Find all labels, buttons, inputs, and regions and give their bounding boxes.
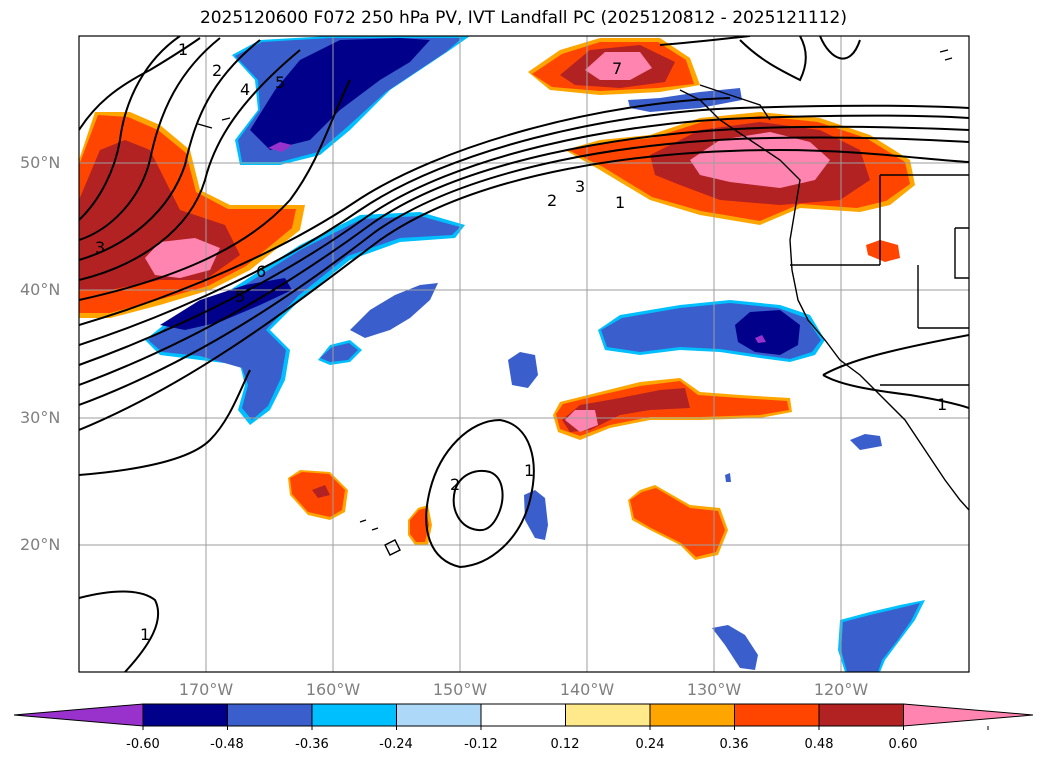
lat-tick-label: 30°N xyxy=(20,408,61,427)
colorbar-tick-label: 0.48 xyxy=(804,737,834,752)
colorbar-segment xyxy=(565,703,651,727)
colorbar-tick-label: 0.12 xyxy=(550,737,580,752)
contour-label: 1 xyxy=(178,40,188,59)
contour-label: 2 xyxy=(450,475,460,494)
contour-label: 3 xyxy=(95,238,105,257)
colorbar-extend-min xyxy=(13,703,144,727)
contour-label-group: 1 2 3 3 1 2 4 5 5 6 7 1 2 1 1 xyxy=(95,40,947,644)
negative-anomaly-north xyxy=(232,36,742,165)
colorbar-segment xyxy=(480,703,566,727)
lon-tick-label: 140°W xyxy=(559,680,615,699)
colorbar-segment xyxy=(227,703,313,727)
colorbar-extend-max xyxy=(903,703,1034,727)
contour-label: 5 xyxy=(275,73,285,92)
lat-tick-label: 50°N xyxy=(20,153,61,172)
contour-label: 6 xyxy=(256,262,266,281)
lat-tick-label: 20°N xyxy=(20,535,61,554)
contour-label: 2 xyxy=(547,191,557,210)
colorbar xyxy=(13,703,1034,730)
negative-anomaly-east xyxy=(508,300,925,672)
colorbar-segment xyxy=(649,703,735,727)
map-frame xyxy=(78,35,970,673)
colorbar-tick-label: -0.24 xyxy=(379,737,413,752)
colorbar-tick-label: -0.48 xyxy=(210,737,244,752)
contour-label: 3 xyxy=(575,177,585,196)
chart-title: 2025120600 F072 250 hPa PV, IVT Landfall… xyxy=(199,8,847,28)
contour-label: 5 xyxy=(235,287,245,306)
colorbar-tick-label: -0.36 xyxy=(295,737,329,752)
colorbar-tick-label: 0.24 xyxy=(635,737,665,752)
map-gridlines xyxy=(79,36,969,672)
contour-label: 1 xyxy=(937,395,947,414)
lat-tick-label: 40°N xyxy=(20,280,61,299)
contour-label: 1 xyxy=(615,193,625,212)
colorbar-tick-label: -0.12 xyxy=(464,737,498,752)
colorbar-tick-label: -0.60 xyxy=(126,737,160,752)
contour-label: 1 xyxy=(524,461,534,480)
pv-contours xyxy=(79,36,969,672)
colorbar-segment xyxy=(142,703,228,727)
negative-anomaly-jet xyxy=(145,212,465,425)
positive-anomaly-pacnw xyxy=(565,112,915,225)
positive-anomaly-north xyxy=(528,38,700,95)
contour-label: 1 xyxy=(140,625,150,644)
colorbar-tick-label: 0.60 xyxy=(888,737,918,752)
colorbar-segment xyxy=(311,703,397,727)
contour-label: 7 xyxy=(612,59,622,78)
colorbar-segment xyxy=(396,703,482,727)
colorbar-segment xyxy=(818,703,904,727)
coastlines xyxy=(197,49,969,556)
colorbar-segment xyxy=(734,703,820,727)
contour-label: 4 xyxy=(240,80,250,99)
colorbar-tick-label: 0.36 xyxy=(719,737,749,752)
lon-tick-label: 150°W xyxy=(432,680,488,699)
contour-label: 2 xyxy=(212,61,222,80)
lon-tick-label: 160°W xyxy=(305,680,361,699)
positive-anomaly-subtropics xyxy=(288,240,900,560)
lon-tick-label: 120°W xyxy=(813,680,869,699)
lon-tick-label: 130°W xyxy=(686,680,742,699)
lon-tick-label: 170°W xyxy=(178,680,234,699)
